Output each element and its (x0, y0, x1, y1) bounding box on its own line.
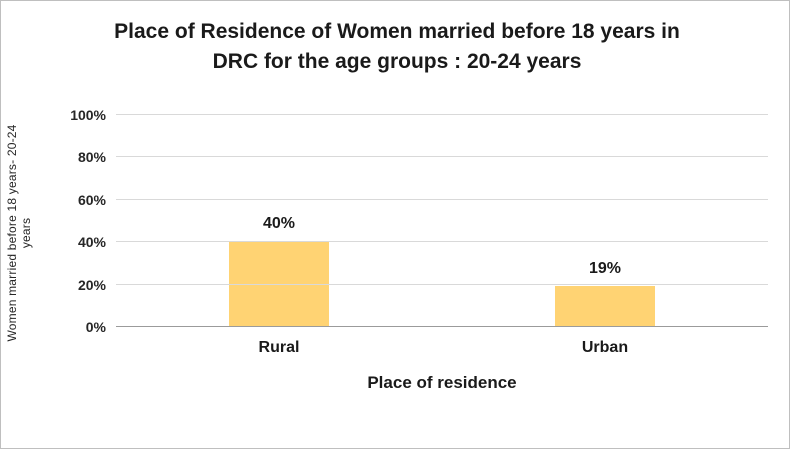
gridline: 60% (78, 192, 768, 208)
gridline: 0% (86, 319, 768, 335)
y-tick-label: 40% (77, 234, 106, 251)
y-axis-title: Women married before 18 years- 20-24 yea… (5, 124, 33, 342)
chart-title: Place of Residence of Women married befo… (114, 20, 680, 74)
y-tick-label: 60% (77, 191, 106, 208)
x-category-labels: Rural Urban (116, 339, 768, 357)
x-category-label-rural: Rural (258, 339, 300, 356)
x-category-label-urban: Urban (581, 339, 629, 356)
gridline: 100% (70, 107, 768, 123)
bar-value-label: 40% (262, 215, 296, 233)
gridline: 20% (78, 277, 768, 293)
bar-slot: 40% (116, 114, 442, 326)
bar-slot: 19% (442, 114, 768, 326)
bar-value-label: 19% (588, 259, 622, 277)
plot-area: 40% 19% 100% 80% 60% 40% 20% 0% (70, 107, 768, 335)
x-axis-title: Place of residence (367, 373, 517, 392)
y-tick-label: 80% (77, 149, 106, 166)
bar-urban (555, 285, 655, 326)
gridline: 40% (78, 234, 768, 250)
y-tick-label: 0% (85, 319, 106, 335)
y-tick-label: 100% (70, 107, 106, 123)
y-tick-label: 20% (77, 276, 106, 293)
bars-layer: 40% 19% (116, 114, 768, 326)
gridline: 80% (78, 149, 768, 165)
